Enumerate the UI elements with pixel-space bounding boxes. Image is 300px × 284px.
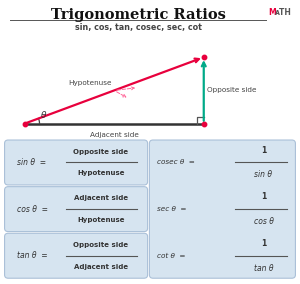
FancyBboxPatch shape xyxy=(4,233,148,278)
Text: tan θ: tan θ xyxy=(254,264,273,273)
Text: Opposite side: Opposite side xyxy=(73,242,128,248)
Text: Adjacent side: Adjacent side xyxy=(74,195,128,201)
Text: Opposite side: Opposite side xyxy=(207,87,257,93)
Text: Adjacent side: Adjacent side xyxy=(74,264,128,270)
Text: 1: 1 xyxy=(261,192,266,201)
Text: M: M xyxy=(268,8,276,17)
FancyBboxPatch shape xyxy=(4,187,148,231)
Text: cosec θ  =: cosec θ = xyxy=(158,160,195,166)
Text: Hypotenuse: Hypotenuse xyxy=(77,217,124,223)
Text: θ: θ xyxy=(41,111,47,120)
Text: tan θ  =: tan θ = xyxy=(17,251,48,260)
Text: Trigonometric Ratios: Trigonometric Ratios xyxy=(51,8,226,22)
Text: Adjacent side: Adjacent side xyxy=(90,131,139,137)
Text: ᴀTH: ᴀTH xyxy=(274,8,291,17)
Text: Opposite side: Opposite side xyxy=(73,149,128,154)
Text: Hypotenuse: Hypotenuse xyxy=(77,170,124,176)
Text: sin, cos, tan, cosec, sec, cot: sin, cos, tan, cosec, sec, cot xyxy=(75,23,202,32)
Text: sec θ  =: sec θ = xyxy=(158,206,187,212)
Text: Hypotenuse: Hypotenuse xyxy=(68,80,112,86)
Text: cos θ  =: cos θ = xyxy=(17,204,48,214)
FancyBboxPatch shape xyxy=(149,140,296,278)
Text: 1: 1 xyxy=(261,146,266,154)
Text: sin θ: sin θ xyxy=(254,170,272,179)
FancyBboxPatch shape xyxy=(4,140,148,185)
Text: sin θ  =: sin θ = xyxy=(17,158,46,167)
Text: 1: 1 xyxy=(261,239,266,248)
Text: cot θ  =: cot θ = xyxy=(158,253,186,259)
Text: cos θ: cos θ xyxy=(254,217,273,226)
